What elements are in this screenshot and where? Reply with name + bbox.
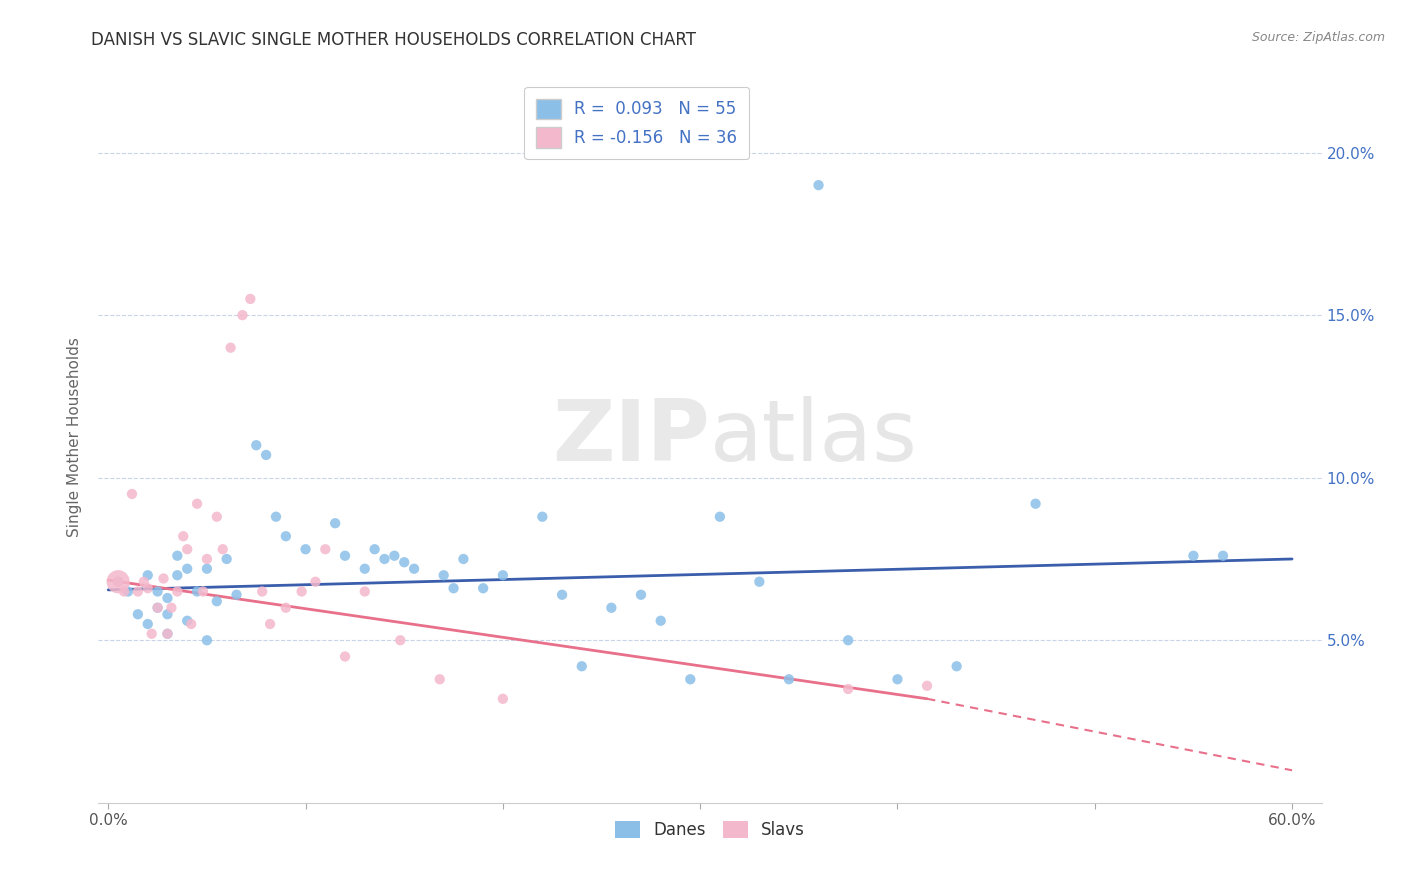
Point xyxy=(429,673,451,687)
Point xyxy=(112,584,135,599)
Point xyxy=(146,600,169,615)
Point xyxy=(166,568,188,582)
Point xyxy=(191,584,214,599)
Point xyxy=(107,574,129,589)
Point xyxy=(211,542,233,557)
Point xyxy=(1182,549,1205,563)
Point xyxy=(172,529,194,543)
Point xyxy=(107,574,129,589)
Point xyxy=(156,626,179,640)
Point xyxy=(195,633,218,648)
Point xyxy=(945,659,967,673)
Point xyxy=(127,607,149,622)
Point xyxy=(294,542,316,557)
Point xyxy=(195,552,218,566)
Point xyxy=(176,562,198,576)
Point xyxy=(778,673,800,687)
Point xyxy=(186,497,208,511)
Point xyxy=(219,341,242,355)
Point xyxy=(472,581,495,595)
Point xyxy=(231,308,253,322)
Point xyxy=(630,588,652,602)
Point xyxy=(166,584,188,599)
Point xyxy=(152,572,174,586)
Point xyxy=(225,588,247,602)
Point xyxy=(121,487,143,501)
Point xyxy=(132,574,155,589)
Point xyxy=(650,614,672,628)
Point xyxy=(166,549,188,563)
Point xyxy=(807,178,830,193)
Point xyxy=(492,691,515,706)
Point xyxy=(323,516,346,531)
Point xyxy=(837,681,859,696)
Text: Source: ZipAtlas.com: Source: ZipAtlas.com xyxy=(1251,31,1385,45)
Point xyxy=(404,562,426,576)
Point xyxy=(250,584,273,599)
Point xyxy=(107,574,129,589)
Point xyxy=(117,584,139,599)
Point xyxy=(186,584,208,599)
Point xyxy=(136,617,159,632)
Text: ZIP: ZIP xyxy=(553,395,710,479)
Point xyxy=(600,600,623,615)
Point xyxy=(146,600,169,615)
Y-axis label: Single Mother Households: Single Mother Households xyxy=(67,337,83,537)
Point xyxy=(453,552,475,566)
Text: atlas: atlas xyxy=(710,395,918,479)
Point xyxy=(245,438,267,452)
Point xyxy=(709,509,731,524)
Point xyxy=(264,509,287,524)
Point xyxy=(259,617,281,632)
Point xyxy=(531,509,554,524)
Point xyxy=(176,542,198,557)
Point xyxy=(392,555,416,569)
Point xyxy=(156,591,179,605)
Point xyxy=(274,600,297,615)
Point xyxy=(382,549,405,563)
Point xyxy=(443,581,465,595)
Point xyxy=(1025,497,1047,511)
Point xyxy=(363,542,385,557)
Point xyxy=(205,594,228,608)
Point xyxy=(141,626,163,640)
Point xyxy=(333,549,356,563)
Point xyxy=(837,633,859,648)
Point xyxy=(239,292,262,306)
Point xyxy=(333,649,356,664)
Legend: Danes, Slavs: Danes, Slavs xyxy=(609,814,811,846)
Point xyxy=(886,673,908,687)
Point xyxy=(1212,549,1234,563)
Point xyxy=(136,568,159,582)
Point xyxy=(492,568,515,582)
Point xyxy=(353,584,375,599)
Point xyxy=(571,659,593,673)
Point xyxy=(254,448,277,462)
Point xyxy=(156,607,179,622)
Point xyxy=(127,584,149,599)
Point xyxy=(215,552,238,566)
Point xyxy=(679,673,702,687)
Point xyxy=(389,633,412,648)
Point xyxy=(146,584,169,599)
Point xyxy=(551,588,574,602)
Point xyxy=(314,542,336,557)
Point xyxy=(304,574,326,589)
Point xyxy=(915,679,938,693)
Point xyxy=(176,614,198,628)
Point xyxy=(748,574,770,589)
Point xyxy=(353,562,375,576)
Point xyxy=(195,562,218,576)
Point xyxy=(433,568,456,582)
Point xyxy=(274,529,297,543)
Point xyxy=(160,600,183,615)
Point xyxy=(180,617,202,632)
Text: DANISH VS SLAVIC SINGLE MOTHER HOUSEHOLDS CORRELATION CHART: DANISH VS SLAVIC SINGLE MOTHER HOUSEHOLD… xyxy=(91,31,696,49)
Point xyxy=(291,584,314,599)
Point xyxy=(373,552,395,566)
Point xyxy=(156,626,179,640)
Point xyxy=(205,509,228,524)
Point xyxy=(136,581,159,595)
